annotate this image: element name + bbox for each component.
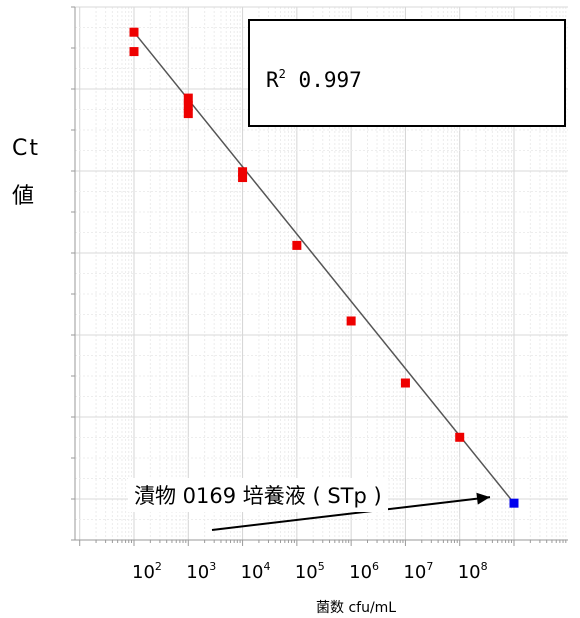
annotation-arrow-shaft: [211, 496, 491, 531]
x-axis-label: 菌数 cfu/mL: [316, 600, 397, 616]
x-tick-label: 103: [186, 560, 217, 583]
data-point-red: [238, 173, 248, 183]
data-point-red: [129, 47, 139, 57]
fit-line: [133, 31, 515, 504]
y-axis-label-line2: 値: [12, 184, 37, 209]
annotation-label: 漬物 0169 培養液 ( STp ): [128, 478, 388, 512]
data-point-blue: [509, 498, 519, 508]
r2-value: 0.997: [298, 68, 362, 92]
x-tick-label: 105: [294, 560, 325, 583]
data-point-red: [183, 109, 193, 119]
r2-box: R2 0.997: [248, 19, 566, 127]
data-point-red: [400, 378, 410, 388]
r2-label: R2 0.997: [266, 67, 362, 92]
annotation-arrow-head: [476, 492, 490, 505]
x-tick-label: 102: [132, 560, 162, 583]
annotation-arrow: [211, 492, 491, 531]
data-points: [129, 27, 519, 508]
plot-axes: [71, 6, 568, 546]
x-tick-label: 107: [403, 560, 434, 583]
data-point-red: [183, 101, 193, 111]
data-point-red: [346, 316, 356, 326]
x-tick-label: 104: [240, 560, 271, 583]
data-point-red: [129, 27, 139, 37]
y-axis-label-line1: Ct: [12, 136, 40, 161]
x-tick-label: 108: [457, 560, 488, 583]
data-point-red: [238, 167, 248, 177]
data-point-red: [183, 93, 193, 103]
data-point-red: [455, 432, 465, 442]
fit-line-group: [133, 31, 515, 504]
x-tick-label: 106: [349, 560, 380, 583]
data-point-red: [292, 240, 302, 250]
